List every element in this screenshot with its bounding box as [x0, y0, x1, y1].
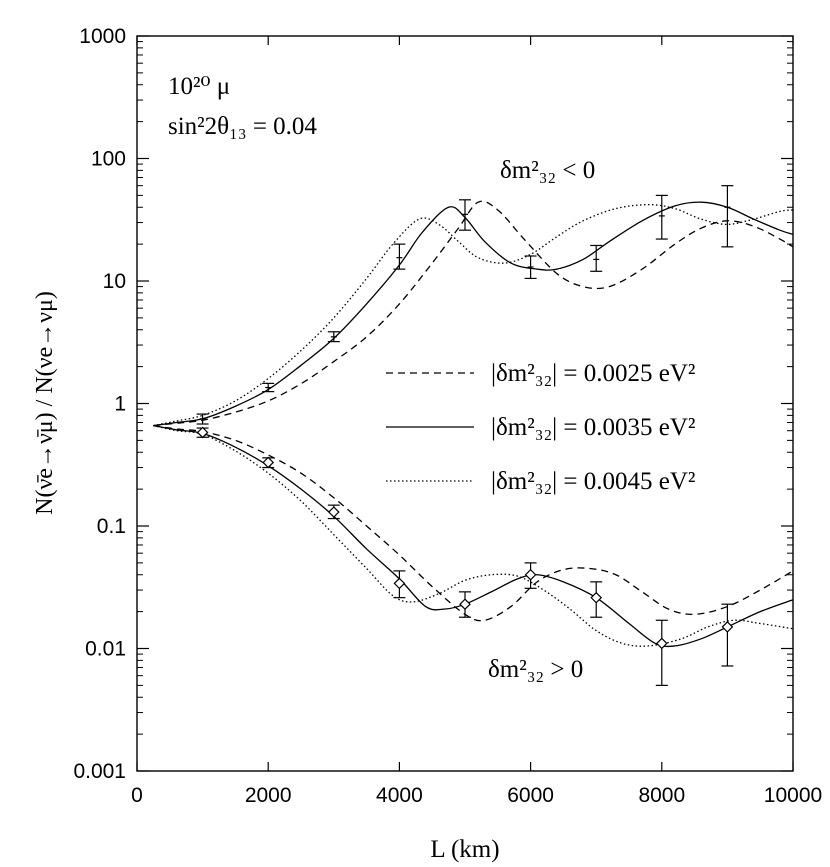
error-bars — [196, 185, 734, 686]
x-tick-label: 8000 — [638, 784, 685, 807]
error-bar — [524, 562, 537, 589]
legend-label-0025: |δm²₃₂| = 0.0025 eV² — [491, 360, 695, 387]
error-bar — [590, 244, 603, 272]
positive-hierarchy-label: δm²₃₂ > 0 — [488, 656, 583, 683]
series-line — [153, 424, 794, 648]
error-bar — [262, 456, 275, 469]
error-bar — [327, 504, 340, 520]
error-bar — [459, 591, 471, 618]
series-line — [153, 201, 794, 427]
series-line — [153, 200, 794, 427]
error-bar — [262, 382, 275, 393]
series-line — [153, 203, 794, 427]
diamond-marker — [327, 506, 340, 518]
diamond-marker — [459, 598, 471, 611]
x-tick-label: 2000 — [245, 784, 292, 807]
error-bar — [721, 603, 734, 667]
x-tick-label: 4000 — [376, 784, 423, 807]
legend-label-0045: |δm²₃₂| = 0.0045 eV² — [491, 468, 695, 495]
y-tick-label: 100 — [91, 148, 126, 171]
error-bar — [327, 331, 340, 343]
legend-label-0035: |δm²₃₂| = 0.0035 eV² — [491, 414, 695, 441]
error-bar — [590, 581, 603, 618]
x-tick-label: 10000 — [764, 784, 822, 807]
error-bar — [524, 255, 537, 280]
diamond-marker — [393, 577, 406, 590]
y-tick-label: 10 — [103, 270, 126, 293]
x-axis-label: L (km) — [430, 836, 499, 863]
diamond-marker — [262, 456, 275, 469]
y-tick-label: 0.01 — [85, 638, 126, 661]
error-bar — [459, 199, 471, 231]
error-bar — [721, 185, 734, 248]
y-tick-label: 0.001 — [73, 760, 126, 783]
y-tick-label: 0.1 — [97, 515, 126, 538]
error-bar — [196, 413, 209, 425]
diamond-marker — [655, 637, 668, 650]
x-tick-label: 6000 — [507, 784, 554, 807]
error-bar — [393, 570, 406, 599]
negative-hierarchy-label: δm²₃₂ < 0 — [500, 157, 595, 184]
error-bar — [196, 426, 209, 439]
plot-frame — [136, 35, 794, 772]
error-bar — [655, 194, 668, 240]
curves — [153, 200, 794, 648]
y-tick-label: 1 — [114, 393, 126, 416]
y-axis-label: N(ν̄e→ν̄μ) / N(νe→νμ) — [32, 291, 58, 515]
error-bar — [393, 243, 406, 270]
diamond-marker — [196, 426, 209, 439]
mixing-angle-label: sin²2θ₁₃ = 0.04 — [168, 113, 317, 140]
error-bar — [655, 619, 668, 686]
muon-count-label: 10²⁰ μ — [168, 73, 230, 100]
x-tick-label: 0 — [131, 784, 143, 807]
diamond-marker — [721, 621, 734, 633]
diamond-marker — [524, 568, 537, 581]
series-line — [153, 424, 794, 622]
y-tick-label: 1000 — [79, 25, 126, 48]
legend: |δm²₃₂| = 0.0025 eV² |δm²₃₂| = 0.0035 eV… — [386, 360, 695, 495]
axis-ticks: 0 2000 4000 6000 8000 10000 0.001 0.01 0.1 1 10 100… — [73, 25, 822, 807]
series-line — [153, 424, 794, 647]
diamond-marker — [590, 591, 603, 604]
